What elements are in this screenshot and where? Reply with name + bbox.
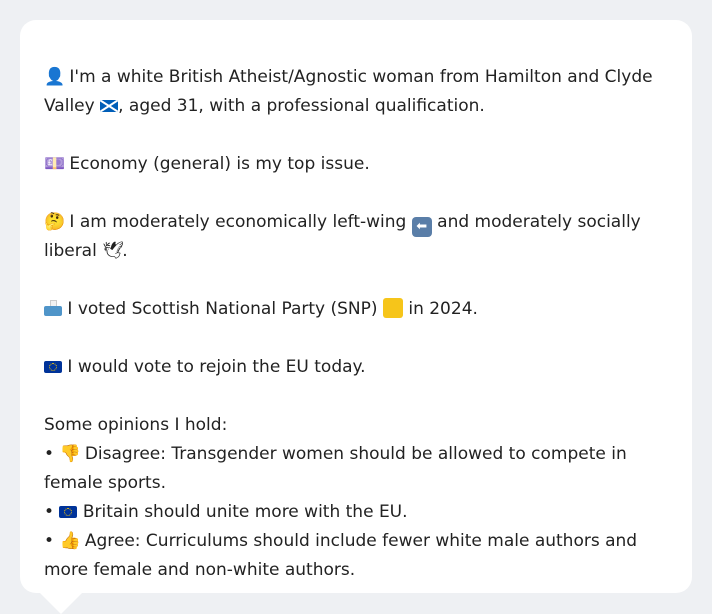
- money-icon: 💷: [44, 154, 66, 174]
- bullet: •: [44, 502, 55, 522]
- eu-line: I would vote to rejoin the EU today.: [44, 353, 668, 382]
- ideology-text-c: .: [122, 241, 128, 261]
- eu-flag-icon: [44, 361, 62, 373]
- ideology-text-b: and moderately socially liberal: [44, 212, 641, 261]
- opinion-item: • 👎 Disagree: Transgender women should b…: [44, 440, 668, 498]
- yellow-square-icon: [382, 298, 403, 318]
- opinions-heading: Some opinions I hold:: [44, 415, 228, 435]
- opinions-section: Some opinions I hold: • 👎 Disagree: Tran…: [44, 411, 668, 585]
- identity-line: 👤 I'm a white British Atheist/Agnostic w…: [44, 63, 668, 121]
- eu-flag-icon: [59, 506, 78, 518]
- bullet: •: [44, 444, 55, 464]
- opinion-text: Agree: Curriculums should include fewer …: [44, 531, 638, 580]
- top-issue-text: Economy (general) is my top issue.: [69, 154, 370, 174]
- dove-icon: 🕊: [102, 241, 124, 261]
- ideology-line: 🤔 I am moderately economically left-wing…: [44, 208, 668, 266]
- profile-message-bubble: 👤 I'm a white British Atheist/Agnostic w…: [20, 20, 692, 593]
- opinion-item: • Britain should unite more with the EU.: [44, 498, 668, 527]
- vote-text-a: I voted Scottish National Party (SNP): [67, 299, 378, 319]
- thinking-face-icon: 🤔: [44, 212, 66, 232]
- ideology-text-a: I am moderately economically left-wing: [69, 212, 407, 232]
- opinion-text: Britain should unite more with the EU.: [82, 502, 408, 522]
- vote-text-b: in 2024.: [408, 299, 478, 319]
- bust-in-silhouette-icon: 👤: [44, 67, 66, 87]
- bubble-tail: [39, 592, 83, 614]
- left-arrow-icon: ⬅: [411, 217, 432, 237]
- ballot-box-icon: [44, 300, 62, 316]
- thumbs-down-icon: 👎: [59, 444, 81, 464]
- vote-line: I voted Scottish National Party (SNP) in…: [44, 295, 668, 324]
- thumbs-up-icon: 👍: [59, 531, 81, 551]
- opinion-text: Disagree: Transgender women should be al…: [44, 444, 627, 493]
- opinion-item: • 👍 Agree: Curriculums should include fe…: [44, 527, 668, 585]
- top-issue-line: 💷 Economy (general) is my top issue.: [44, 150, 668, 179]
- identity-text-b: , aged 31, with a professional qualifica…: [118, 96, 485, 116]
- bullet: •: [44, 531, 55, 551]
- eu-text: I would vote to rejoin the EU today.: [67, 357, 366, 377]
- identity-text-a: I'm a white British Atheist/Agnostic wom…: [44, 67, 653, 116]
- scotland-flag-icon: [100, 100, 119, 112]
